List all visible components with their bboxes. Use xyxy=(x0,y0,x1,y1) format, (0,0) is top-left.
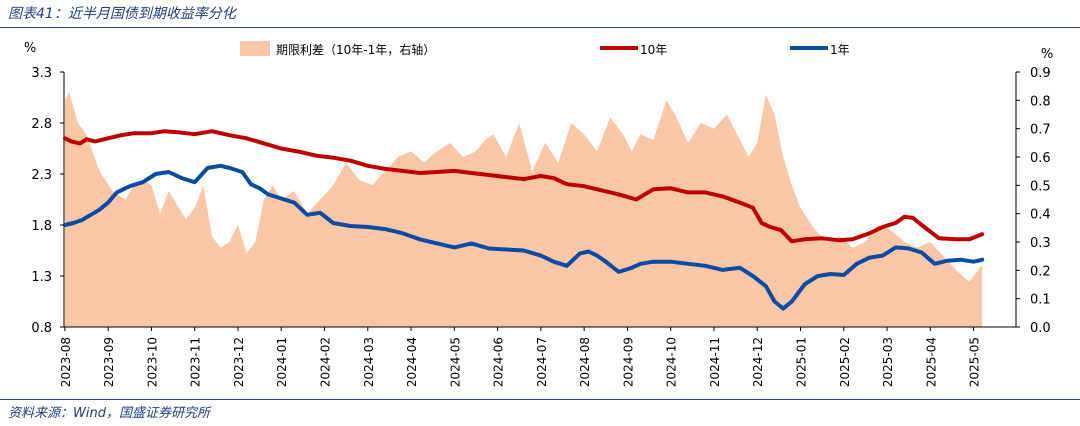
right-tick-label: 0.8 xyxy=(1030,94,1051,109)
left-tick-label: 2.3 xyxy=(31,168,52,183)
spread-area-layer xyxy=(64,91,983,327)
legend-spread-label: 期限利差（10年-1年，右轴） xyxy=(276,42,435,57)
x-tick-label: 2024-11 xyxy=(708,337,722,387)
legend-ten-year-label: 10年 xyxy=(640,43,667,57)
x-tick-label: 2024-12 xyxy=(751,337,765,387)
legend: 期限利差（10年-1年，右轴） 10年 1年 xyxy=(240,41,850,57)
x-tick-label: 2024-06 xyxy=(492,337,506,387)
legend-spread-swatch xyxy=(240,41,270,56)
x-tick-label: 2024-04 xyxy=(405,337,419,387)
x-tick-label: 2024-01 xyxy=(275,337,289,387)
right-axis: 0.9 0.8 0.7 0.6 0.5 0.4 0.3 0.2 0.1 0.0 xyxy=(1016,66,1051,336)
left-tick-label: 2.8 xyxy=(31,117,52,132)
x-tick-label: 2024-09 xyxy=(621,337,635,387)
right-tick-label: 0.1 xyxy=(1030,293,1051,308)
right-tick-label: 0.0 xyxy=(1030,321,1051,336)
one-year-line xyxy=(62,163,985,311)
right-tick-label: 0.7 xyxy=(1030,123,1051,138)
x-tick-label: 2025-03 xyxy=(881,337,895,387)
x-tick-label: 2023-08 xyxy=(59,337,73,387)
x-tick-label: 2024-05 xyxy=(448,337,462,387)
source-note: 资料来源：Wind，国盛证券研究所 xyxy=(8,406,210,421)
right-tick-label: 0.6 xyxy=(1030,151,1051,166)
line-layer xyxy=(62,129,985,311)
plot-frame xyxy=(63,72,1017,328)
bottom-rule xyxy=(0,399,1080,400)
right-tick-label: 0.9 xyxy=(1030,66,1051,81)
spread-area xyxy=(64,91,983,327)
ten-year-line xyxy=(62,129,985,244)
x-axis: 2023-08 2023-09 2023-10 2023-11 2023-12 2024-… xyxy=(59,327,982,387)
left-tick-label: 0.8 xyxy=(31,321,52,336)
x-tick-label: 2023-11 xyxy=(189,337,203,387)
right-tick-label: 0.2 xyxy=(1030,264,1051,279)
legend-one-year-label: 1年 xyxy=(830,43,850,57)
x-tick-label: 2023-09 xyxy=(102,337,116,387)
x-tick-label: 2024-08 xyxy=(578,337,592,387)
left-axis-unit: % xyxy=(24,41,36,56)
x-tick-label: 2025-04 xyxy=(924,337,938,387)
figure-title: 图表41：近半月国债到期收益率分化 xyxy=(8,6,236,22)
left-tick-label: 1.3 xyxy=(31,270,52,285)
x-tick-label: 2025-01 xyxy=(795,337,809,387)
x-tick-label: 2025-02 xyxy=(838,337,852,387)
left-tick-label: 3.3 xyxy=(31,66,52,81)
x-tick-label: 2023-12 xyxy=(232,337,246,387)
x-tick-label: 2025-05 xyxy=(968,337,982,387)
x-tick-label: 2024-03 xyxy=(362,337,376,387)
right-tick-label: 0.3 xyxy=(1030,236,1051,251)
x-tick-label: 2024-07 xyxy=(535,337,549,387)
right-tick-label: 0.4 xyxy=(1030,208,1051,223)
right-tick-label: 0.5 xyxy=(1030,179,1051,194)
x-tick-label: 2024-02 xyxy=(319,337,333,387)
yield-chart: 3.3 2.8 2.3 1.8 1.3 0.8 0.9 0.8 0.7 0.6 0.5 0.4 0.3… xyxy=(24,41,1053,387)
x-tick-label: 2024-10 xyxy=(665,337,679,387)
right-axis-unit: % xyxy=(1041,47,1053,62)
top-rule xyxy=(0,27,1080,28)
left-axis: 3.3 2.8 2.3 1.8 1.3 0.8 xyxy=(31,66,64,336)
x-tick-label: 2023-10 xyxy=(145,337,159,387)
left-tick-label: 1.8 xyxy=(31,219,52,234)
